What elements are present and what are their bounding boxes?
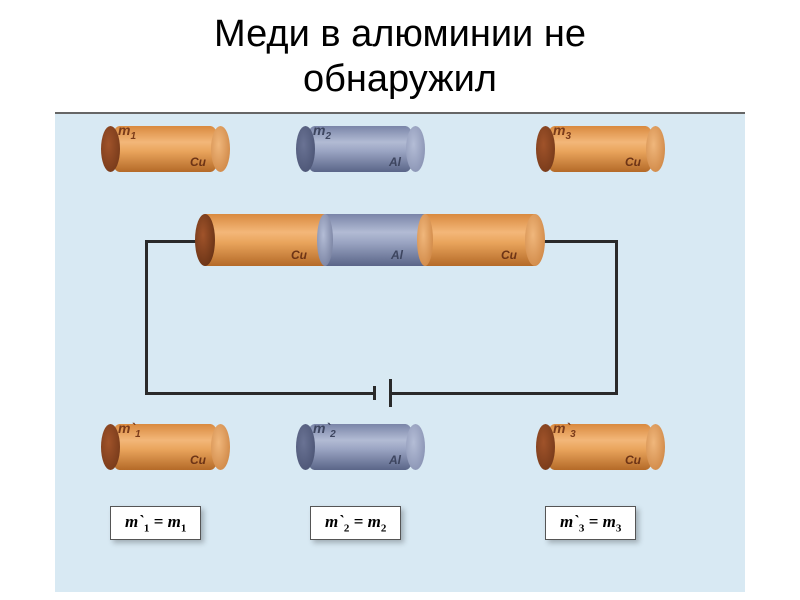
rod-segment-al <box>325 214 425 266</box>
mass-label: m`3 <box>553 420 576 440</box>
equation-box-2: m`2 = m2 <box>310 506 401 540</box>
title-line-2: обнаружил <box>303 58 497 100</box>
rod-cap-right <box>525 214 545 266</box>
rod-segment-cu <box>425 214 535 266</box>
mass-label: m`1 <box>118 420 141 440</box>
material-label: Cu <box>625 453 641 467</box>
mass-label: m`2 <box>313 420 336 440</box>
rod-joint-1 <box>317 214 333 266</box>
cylinder-c3: m3Cu <box>545 126 655 172</box>
material-label: Al <box>389 155 401 169</box>
wire-right-top <box>535 240 615 243</box>
battery-short-plate <box>373 386 376 400</box>
equation-box-3: m`3 = m3 <box>545 506 636 540</box>
title-line-1: Меди в алюминии не <box>214 13 586 55</box>
cylinder-c2b: m`2Al <box>305 424 415 470</box>
wire-bottom-left <box>145 392 373 395</box>
material-label: Cu <box>625 155 641 169</box>
cylinder-c2: m2Al <box>305 126 415 172</box>
cylinder-c1b: m`1Cu <box>110 424 220 470</box>
battery-long-plate <box>389 379 392 407</box>
wire-right-vert <box>615 240 618 395</box>
rod-material-label: Cu <box>291 248 307 262</box>
rod-joint-2 <box>417 214 433 266</box>
wire-bottom-right <box>389 392 618 395</box>
cylinder-c1: m1Cu <box>110 126 220 172</box>
material-label: Al <box>389 453 401 467</box>
composite-rod: Cu Al Cu <box>205 214 535 266</box>
equation-box-1: m`1 = m1 <box>110 506 201 540</box>
diagram-canvas: m1Cum2Alm3Cu CuAlCu m`1Cum`2Alm`3Cu m`1 … <box>55 112 745 592</box>
rod-cap-left <box>195 214 215 266</box>
material-label: Cu <box>190 453 206 467</box>
rod-segment-cu <box>205 214 325 266</box>
page-title: Меди в алюминии не обнаружил <box>0 0 800 102</box>
cylinder-c3b: m`3Cu <box>545 424 655 470</box>
wire-left-vert <box>145 240 148 395</box>
mass-label: m1 <box>118 122 136 142</box>
mass-label: m2 <box>313 122 331 142</box>
mass-label: m3 <box>553 122 571 142</box>
rod-material-label: Al <box>391 248 403 262</box>
rod-material-label: Cu <box>501 248 517 262</box>
material-label: Cu <box>190 155 206 169</box>
